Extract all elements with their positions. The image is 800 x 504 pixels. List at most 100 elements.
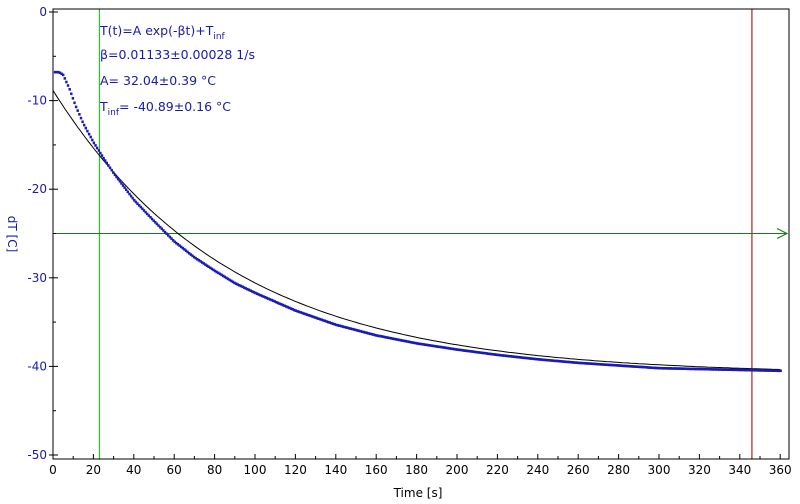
data-point bbox=[621, 364, 624, 368]
data-point bbox=[718, 368, 721, 371]
data-point bbox=[726, 368, 729, 371]
data-point bbox=[666, 367, 669, 370]
fit-curve bbox=[52, 90, 781, 370]
y-tick-label: -20 bbox=[27, 182, 47, 196]
data-point bbox=[758, 369, 761, 372]
data-point bbox=[194, 256, 197, 260]
data-point bbox=[323, 319, 327, 323]
y-tick-label: -40 bbox=[27, 359, 47, 373]
data-point bbox=[344, 326, 348, 329]
x-tick-label: 120 bbox=[284, 463, 307, 477]
data-point bbox=[508, 354, 511, 358]
fit-curve-group bbox=[52, 90, 781, 370]
data-point bbox=[189, 253, 193, 256]
data-point bbox=[680, 367, 684, 370]
data-point bbox=[635, 365, 639, 368]
data-point bbox=[338, 324, 341, 327]
data-point bbox=[585, 362, 588, 365]
data-point bbox=[520, 356, 524, 359]
data-point bbox=[113, 173, 117, 177]
data-point bbox=[564, 360, 567, 364]
data-point bbox=[136, 202, 139, 205]
data-point bbox=[461, 349, 464, 352]
data-point bbox=[561, 360, 564, 363]
data-point bbox=[341, 325, 344, 328]
data-point bbox=[328, 321, 331, 324]
data-point bbox=[616, 364, 619, 367]
data-point bbox=[249, 289, 252, 292]
data-point bbox=[467, 349, 470, 353]
data-point bbox=[614, 364, 618, 367]
data-point bbox=[325, 320, 328, 323]
y-tick-label: -10 bbox=[27, 94, 47, 108]
data-point bbox=[642, 365, 645, 369]
data-point bbox=[125, 188, 128, 191]
data-point bbox=[542, 358, 545, 362]
x-tick-label: 60 bbox=[167, 463, 182, 477]
data-point bbox=[411, 341, 414, 344]
data-points-group bbox=[53, 70, 782, 373]
data-point bbox=[580, 361, 584, 365]
data-point bbox=[748, 368, 752, 372]
data-point bbox=[128, 192, 131, 196]
data-point bbox=[370, 332, 374, 336]
data-point bbox=[613, 363, 616, 367]
y-tick-label: -30 bbox=[27, 271, 47, 285]
x-axis-ticks: 0 20 40 60 80 100 120 140 160 180 200 220 240 260 280 3… bbox=[49, 454, 792, 477]
data-point bbox=[74, 105, 78, 109]
data-point bbox=[288, 306, 291, 310]
data-point bbox=[73, 101, 76, 105]
data-point bbox=[713, 368, 716, 371]
x-tick-label: 40 bbox=[126, 463, 141, 477]
data-point bbox=[527, 357, 530, 360]
data-point bbox=[659, 366, 663, 370]
data-point bbox=[178, 244, 181, 247]
data-point bbox=[735, 368, 739, 372]
data-point bbox=[112, 171, 115, 174]
horizontal-marker-arrow[interactable] bbox=[776, 228, 789, 239]
data-point bbox=[406, 340, 409, 343]
data-point bbox=[327, 320, 330, 324]
data-point bbox=[449, 347, 453, 350]
data-point bbox=[453, 347, 456, 351]
data-point bbox=[656, 366, 660, 370]
data-point bbox=[239, 284, 243, 288]
x-tick-label: 220 bbox=[486, 463, 509, 477]
data-point bbox=[369, 332, 372, 336]
data-point bbox=[608, 363, 611, 367]
data-point bbox=[403, 339, 406, 343]
data-point bbox=[306, 313, 309, 316]
data-point bbox=[685, 367, 689, 371]
data-point bbox=[265, 296, 268, 300]
data-point bbox=[226, 277, 230, 281]
data-point bbox=[417, 342, 420, 345]
data-point bbox=[474, 350, 477, 354]
data-point bbox=[747, 368, 750, 372]
data-point bbox=[144, 210, 147, 214]
data-point bbox=[651, 366, 655, 370]
data-point bbox=[753, 369, 756, 372]
data-point bbox=[121, 184, 125, 187]
data-point bbox=[102, 156, 105, 160]
data-point bbox=[446, 346, 449, 350]
data-point bbox=[302, 312, 306, 315]
data-point bbox=[546, 358, 550, 362]
data-point bbox=[548, 359, 551, 362]
data-point bbox=[377, 334, 380, 338]
data-point bbox=[443, 346, 446, 349]
data-point bbox=[695, 367, 698, 371]
data-point bbox=[276, 301, 280, 305]
data-point bbox=[558, 359, 561, 363]
data-point bbox=[569, 360, 572, 364]
data-point bbox=[593, 362, 597, 366]
data-point bbox=[529, 357, 532, 360]
data-point bbox=[105, 161, 108, 165]
data-point bbox=[62, 73, 65, 77]
data-point bbox=[550, 359, 553, 362]
data-point bbox=[215, 270, 218, 274]
beta-value: β=0.01133±0.00028 1/s bbox=[100, 47, 255, 62]
data-point bbox=[320, 318, 323, 322]
data-point bbox=[637, 365, 640, 369]
data-point bbox=[343, 325, 346, 329]
data-point bbox=[517, 355, 521, 359]
